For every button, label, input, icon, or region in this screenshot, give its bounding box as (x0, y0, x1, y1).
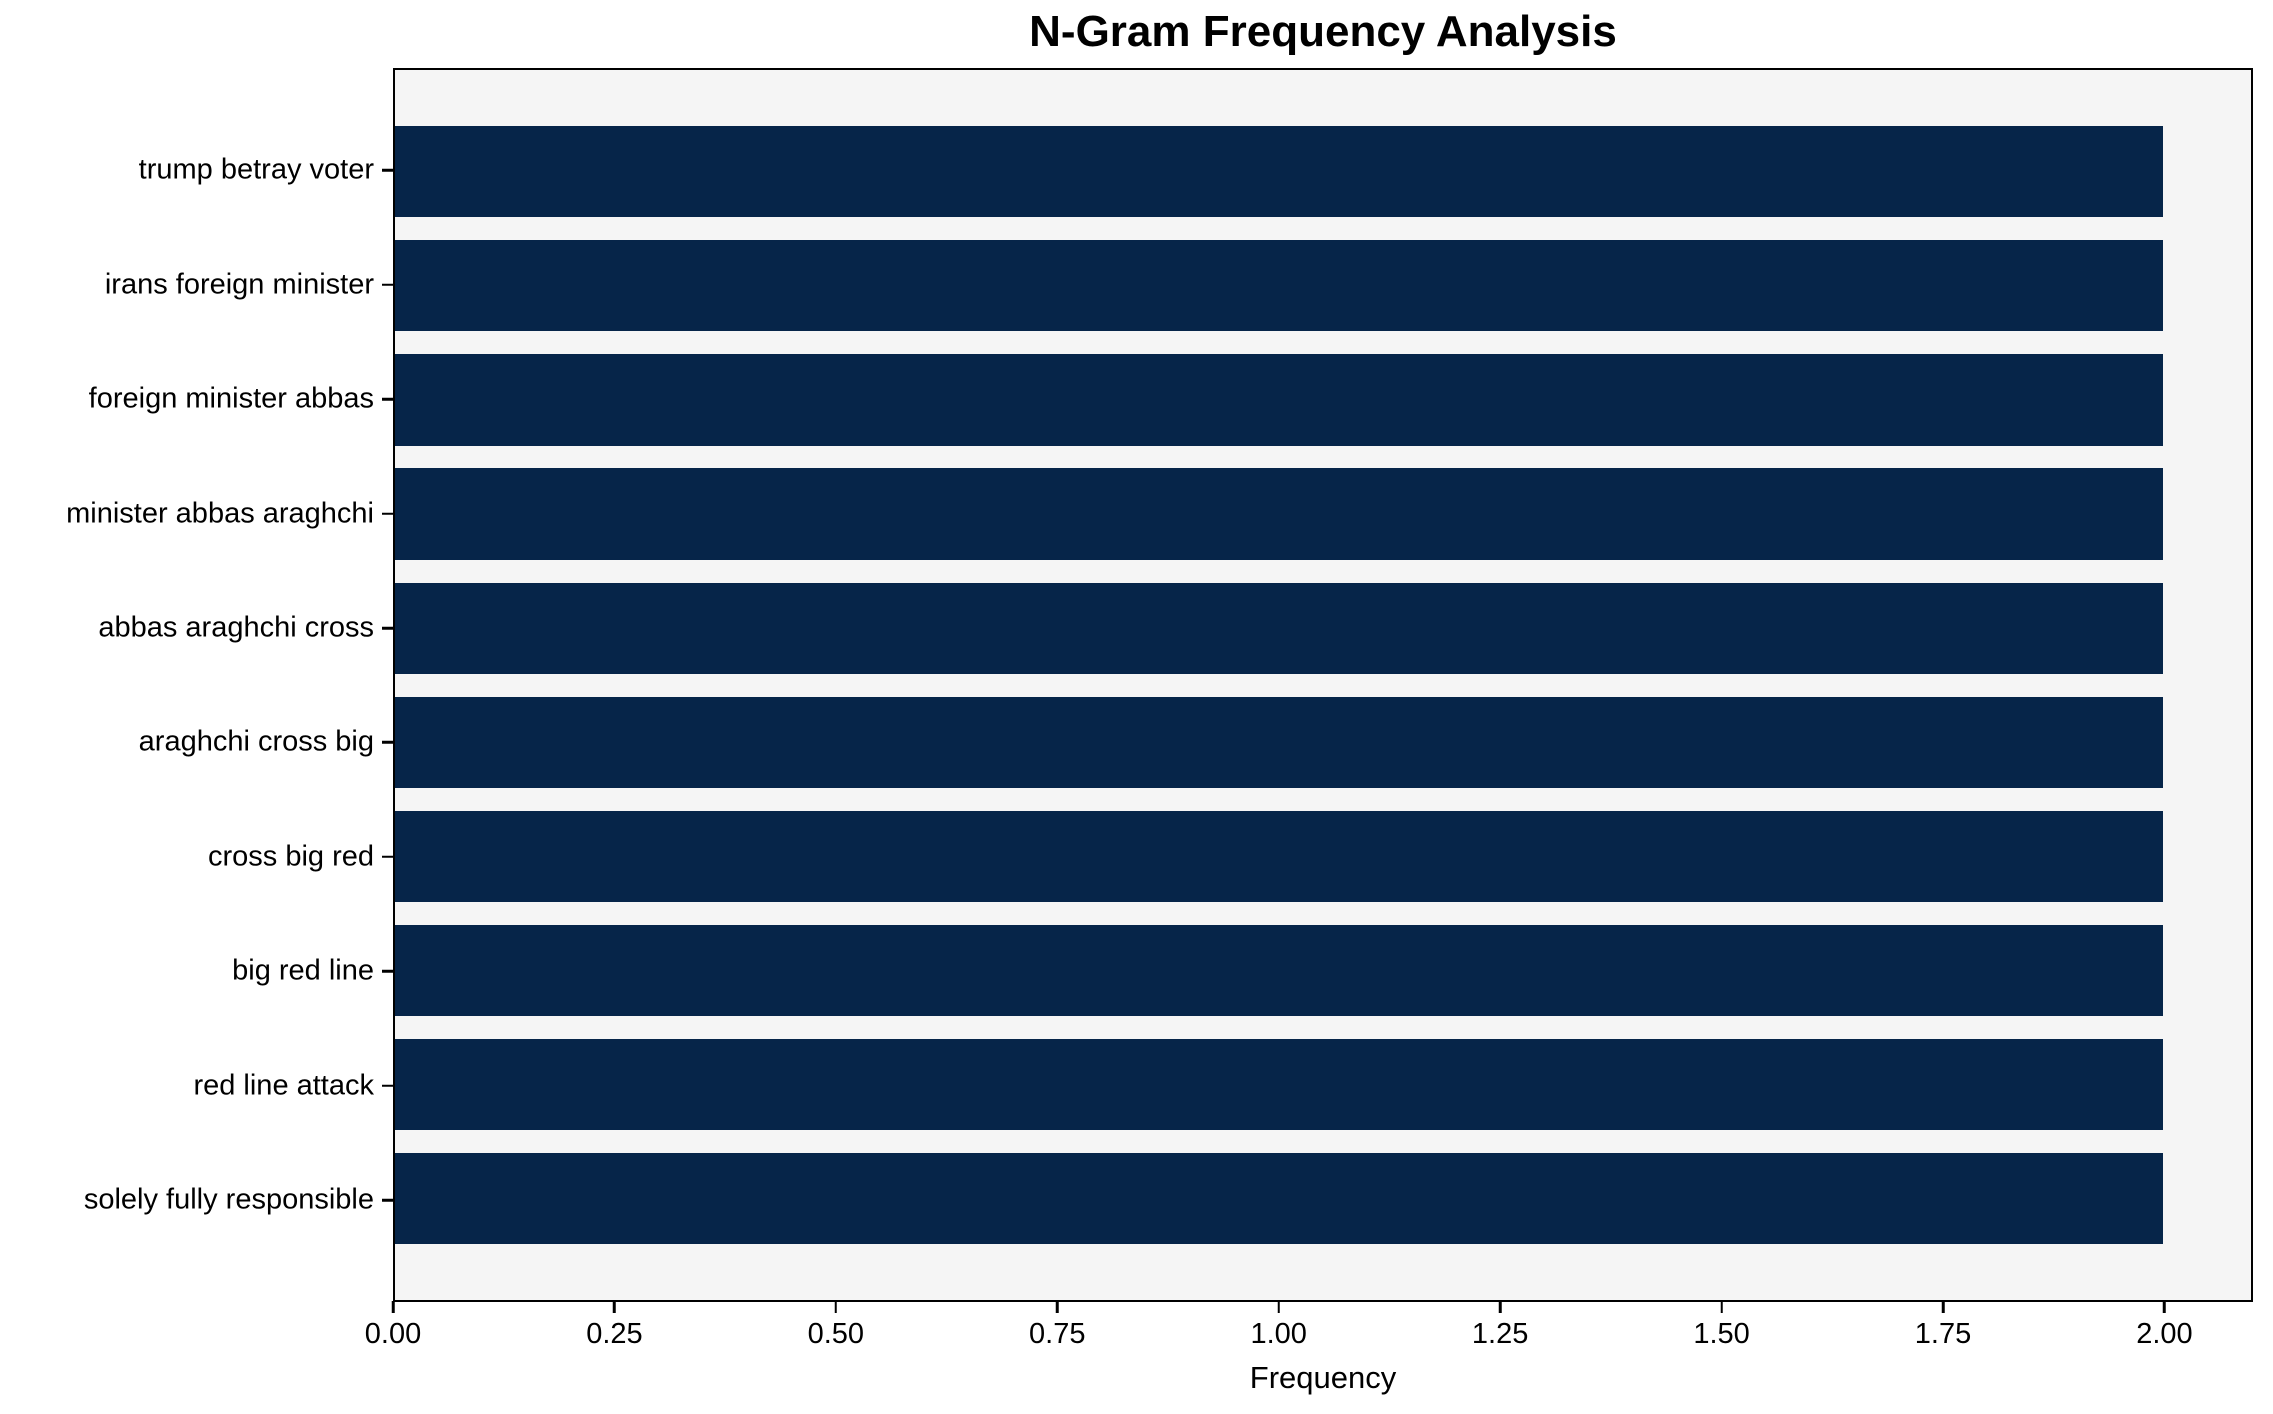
bar (395, 468, 2163, 560)
y-tick (382, 970, 393, 973)
x-tick-label: 1.50 (1693, 1318, 1750, 1350)
x-axis-tick-labels: 0.00 0.25 0.50 0.75 1.00 1.25 1.50 1.75 2.00 (365, 1318, 2253, 1354)
bar (395, 810, 2163, 903)
x-axis-label: Frequency (1249, 1360, 1397, 1395)
y-tick-label: araghchi cross big (138, 725, 374, 758)
y-tick (382, 283, 393, 286)
x-tick (1277, 1301, 1280, 1313)
y-tick-label: solely fully responsible (83, 1183, 374, 1216)
bar (395, 1039, 2163, 1131)
x-tick (2163, 1301, 2166, 1313)
y-tick-label: cross big red (207, 840, 374, 873)
y-tick (382, 855, 393, 859)
y-tick (382, 397, 393, 401)
x-tick-label: 0.50 (807, 1318, 865, 1350)
x-tick (1941, 1301, 1945, 1313)
x-tick-label: 0.25 (586, 1318, 643, 1350)
x-tick (1056, 1301, 1059, 1313)
bar (395, 126, 2163, 218)
y-tick-label: irans foreign minister (104, 268, 374, 301)
x-tick-label: 2.00 (2136, 1318, 2193, 1350)
x-tick-label: 1.00 (1250, 1318, 1307, 1350)
y-tick-label: red line attack (193, 1069, 374, 1102)
bar (395, 696, 2163, 788)
y-tick (382, 512, 393, 515)
plot-area (393, 68, 2253, 1302)
x-tick-label: 0.00 (364, 1318, 422, 1350)
y-tick-label: foreign minister abbas (88, 382, 374, 415)
y-axis-labels: trump betray voter irans foreign minister… (0, 68, 378, 1302)
y-axis-ticks (382, 68, 393, 1302)
y-tick (382, 741, 393, 744)
y-tick-label: big red line (232, 954, 374, 987)
x-tick-label: 1.75 (1914, 1318, 1972, 1350)
bar (395, 582, 2163, 674)
bar (395, 1153, 2163, 1245)
bar (395, 924, 2163, 1017)
x-tick (613, 1301, 616, 1313)
x-tick (1720, 1301, 1723, 1313)
y-tick-label: trump betray voter (138, 153, 374, 186)
y-tick (382, 1084, 393, 1088)
y-tick-label: minister abbas araghchi (66, 497, 374, 529)
y-tick (382, 1199, 393, 1202)
bar (395, 240, 2163, 332)
x-tick-label: 1.25 (1471, 1318, 1529, 1350)
x-tick (391, 1301, 395, 1313)
y-tick (382, 168, 393, 172)
chart-title: N-Gram Frequency Analysis (1029, 7, 1617, 56)
y-tick (382, 626, 393, 630)
x-tick-label: 0.75 (1029, 1318, 1086, 1350)
x-tick (834, 1301, 838, 1313)
x-tick (1498, 1301, 1502, 1313)
y-tick-label: abbas araghchi cross (98, 611, 374, 644)
bar (395, 354, 2163, 446)
x-axis-ticks (391, 1301, 2253, 1313)
